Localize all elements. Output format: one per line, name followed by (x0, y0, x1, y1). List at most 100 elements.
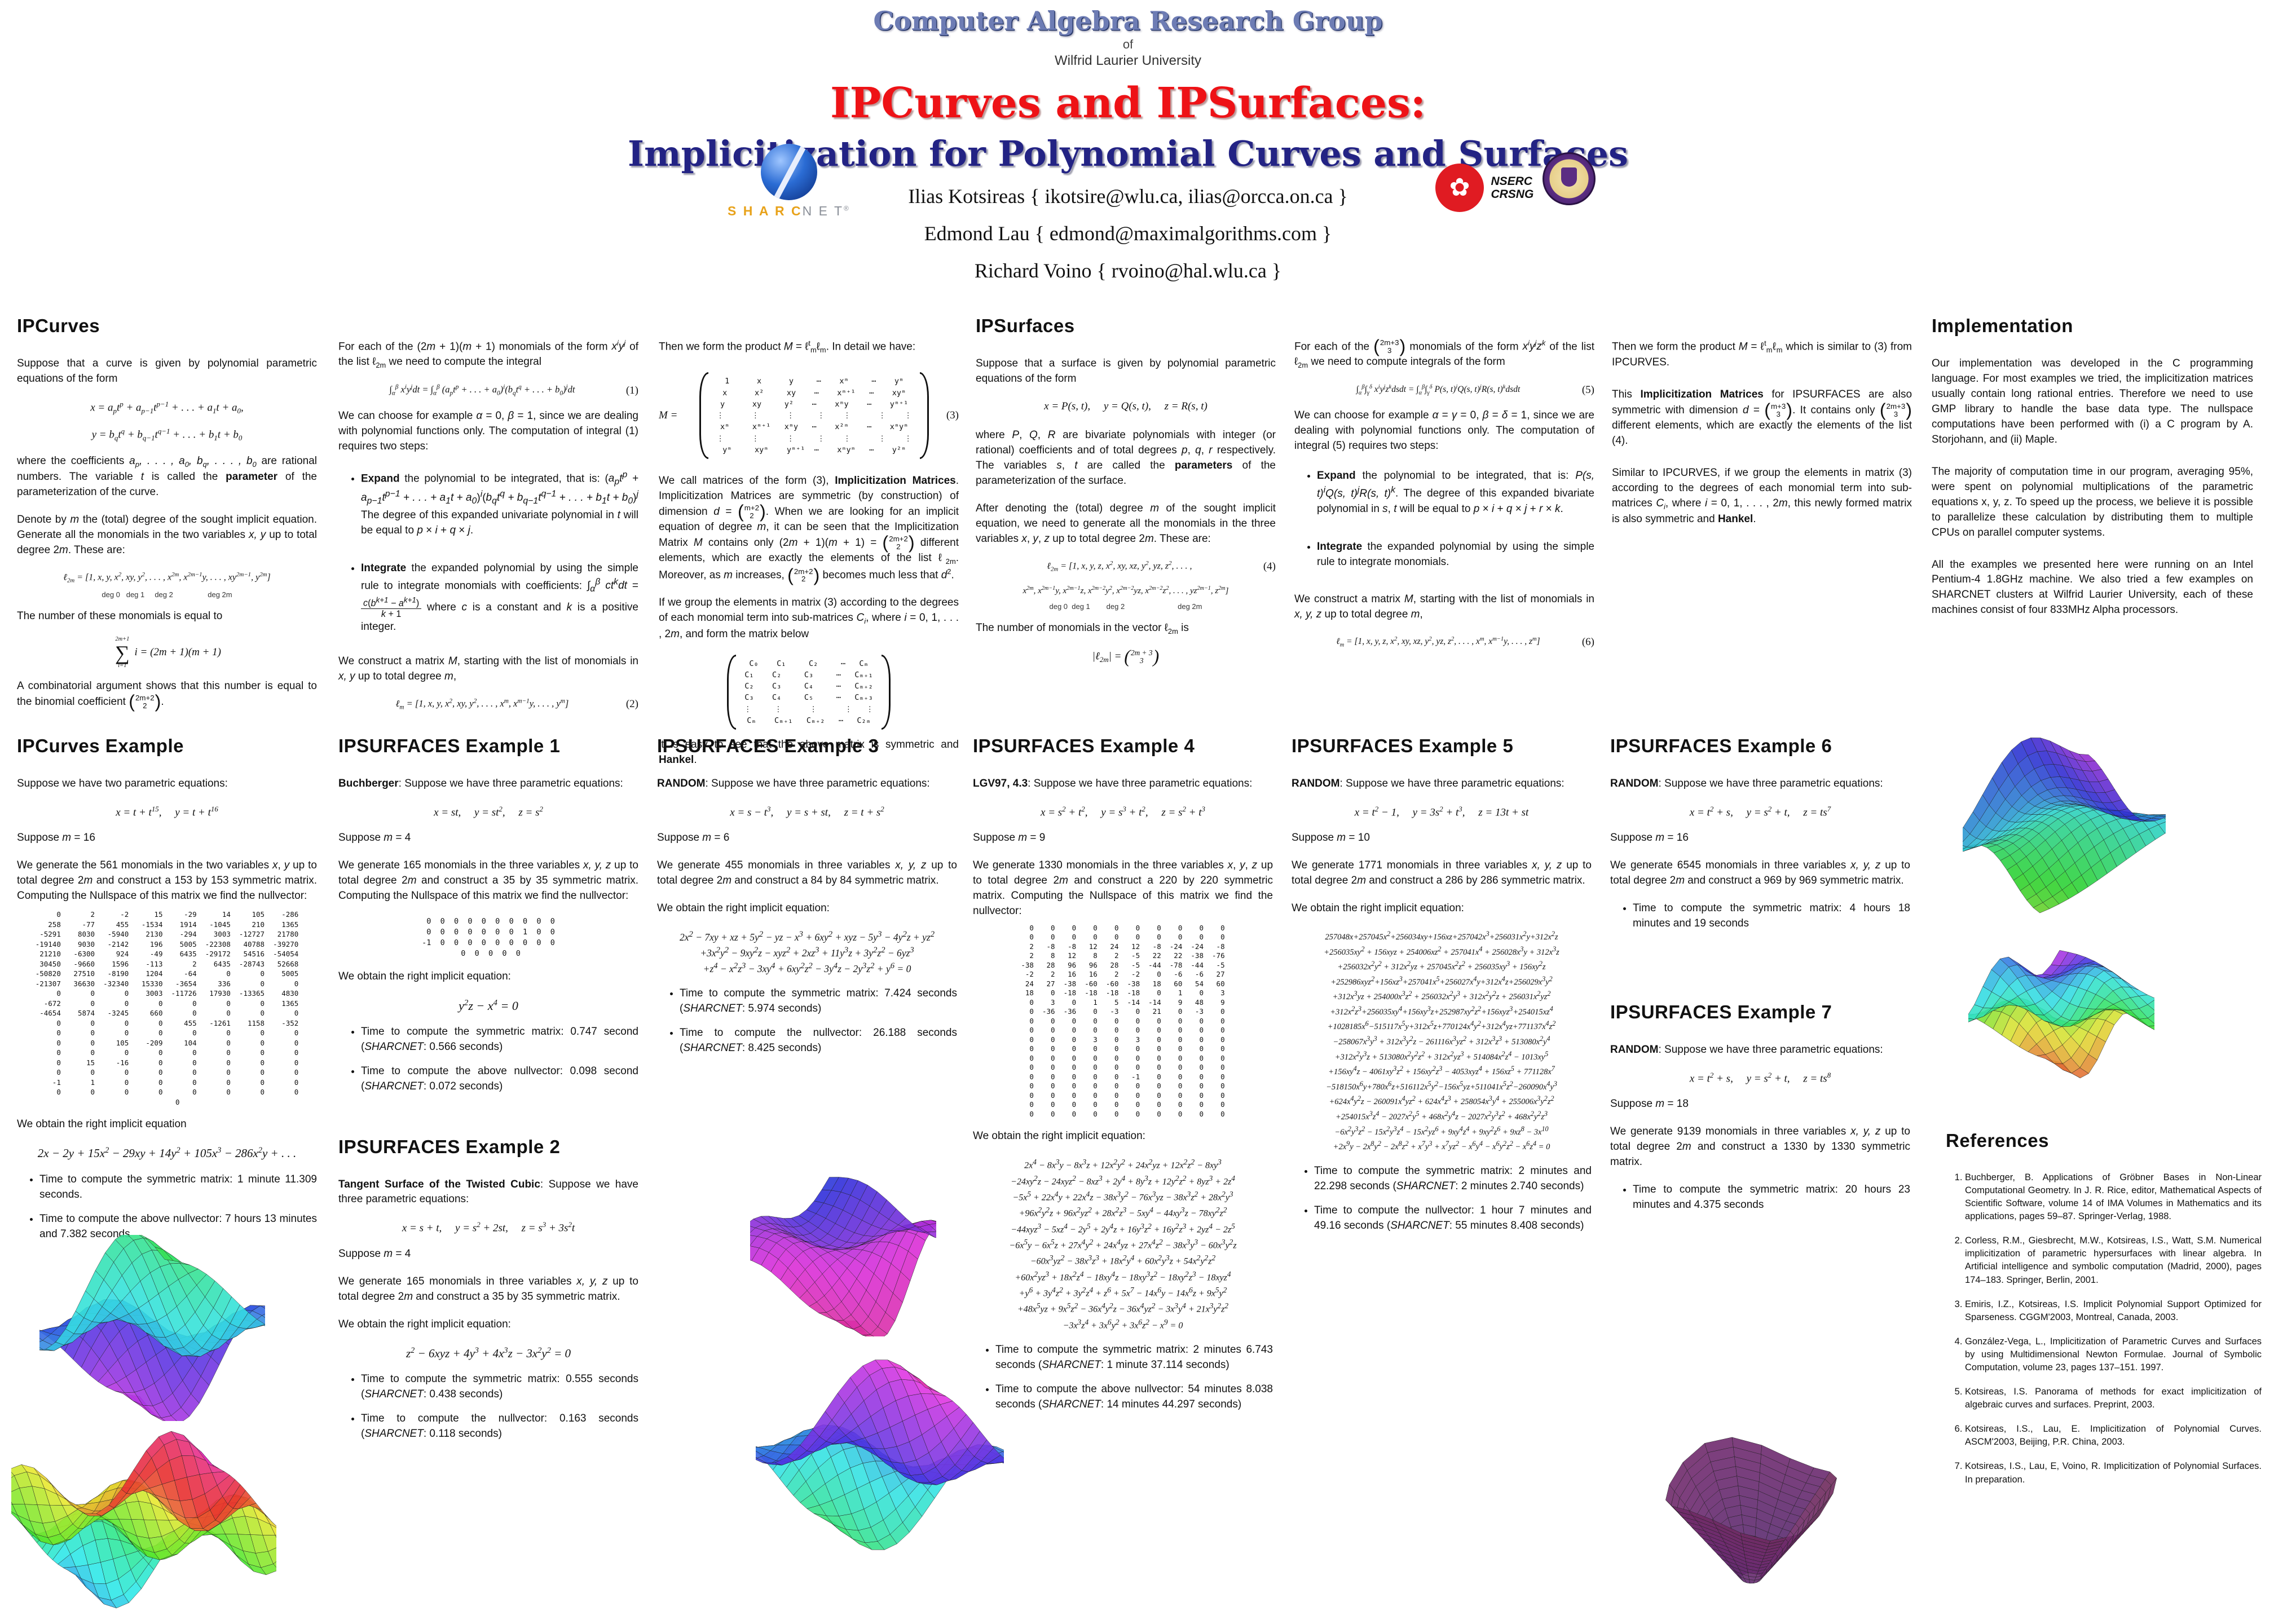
reference-list: Buchberger, B. Applications of Gröbner B… (1946, 1171, 2262, 1486)
equation-5: ∫αβ∫γδ xiyjzkdsdt = ∫αβ∫γδ P(s, t)iQ(s, … (1356, 384, 1521, 396)
paragraph: We call matrices of the form (3), Implic… (659, 475, 959, 585)
surface-plot-example3-1 (750, 1177, 936, 1336)
paragraph: Suppose m = 4 (338, 832, 411, 844)
section-title-ipsurfaces: IPSurfaces (976, 315, 1075, 336)
paragraph: We obtain the right implicit equation: (1292, 902, 1464, 915)
reference-item: González-Vega, L., Implicitization of Pa… (1965, 1335, 2262, 1374)
equation-row: ℓm = [1, x, y, x2, xy, y2, . . . , xm, x… (338, 697, 638, 712)
surface-plot-ipcurves-1 (39, 1235, 265, 1421)
equation-row: ∫αβ∫γδ xiyjzkdsdt = ∫αβ∫γδ P(s, t)iQ(s, … (1294, 383, 1594, 398)
paragraph: A combinatorial argument shows that this… (17, 680, 317, 712)
equation: x = st, y = st2, z = s2 (434, 804, 543, 819)
surface-plot-right-2 (1968, 950, 2154, 1079)
wlu-crest-logo (1543, 152, 1596, 205)
column-ipcurves-3: Then we form the product M = ℓtmℓm. In d… (659, 338, 959, 780)
timing-item: Time to compute the symmetric matrix: 0.… (361, 1025, 638, 1055)
paragraph: Suppose m = 9 (973, 832, 1046, 844)
paragraph: We obtain the right implicit equation: (657, 902, 830, 915)
surface-plot-ipcurves-2 (11, 1431, 276, 1609)
paragraph: We obtain the right implicit equation: (338, 970, 511, 982)
equation-4b: x2m, x2m−1y, x2m−1z, x2m−2y2, x2m−2yz, x… (1023, 585, 1229, 595)
paragraph: Buchberger: Suppose we have three parame… (338, 777, 623, 789)
of-label: of (1122, 37, 1134, 51)
section-title-example-6: IPSURFACES Example 6 (1610, 735, 1832, 756)
timing-item: Time to compute the symmetric matrix: 1 … (39, 1172, 317, 1203)
poster-title-line2: Implicitization for Polynomial Curves an… (628, 133, 1628, 174)
timing-item: Time to compute the symmetric matrix: 0.… (361, 1372, 638, 1402)
paragraph: Suppose that a curve is given by polynom… (17, 357, 317, 385)
implicit-equation: 2x4 − 8x3y − 8x3z + 12x2y2 + 24x2yz + 12… (1009, 1158, 1237, 1331)
reference-item: Kotsireas, I.S., Lau, E, Voino, R. Impli… (1965, 1460, 2262, 1486)
timing-list: Time to compute the symmetric matrix: 1 … (17, 1172, 317, 1242)
equation-1: ∫αβ xiyjdt = ∫αβ (aptp + . . . + a0)i(bq… (389, 383, 575, 397)
section-title-references: References (1946, 1130, 2049, 1151)
sharcnet-sphere-icon (760, 144, 817, 200)
matrix-3-row: M = 1 x y ⋯ xᵐ ⋯ yᵐ x x² xy ⋯ xᵐ⁺¹ ⋯ xyᵐ… (659, 368, 959, 464)
equation: x = s + t, y = s2 + 2st, z = s3 + 3s2t (402, 1220, 575, 1234)
left-paren (699, 372, 709, 460)
sum-rhs: i = (2m + 1)(m + 1) (134, 646, 221, 658)
timing-item: Time to compute the nullvector: 26.188 s… (680, 1026, 957, 1056)
section-title-ipcurves-example: IPCurves Example (17, 735, 184, 756)
equation: x = t2 − 1, y = 3s2 + t3, z = 13t + st (1354, 804, 1529, 819)
nserc-leaf-icon: ✿ (1435, 164, 1484, 212)
timing-item: Time to compute the nullvector: 0.163 se… (361, 1411, 638, 1442)
paragraph: We generate 1330 monomials in the three … (973, 859, 1273, 917)
paragraph: Suppose m = 16 (17, 832, 95, 844)
list-item-integrate: Integrate the expanded polynomial by usi… (361, 561, 638, 635)
surface-plot-example3-2 (756, 1360, 1004, 1550)
timing-item: Time to compute the symmetric matrix: 2 … (1314, 1164, 1592, 1194)
column-implementation: Implementation Our implementation was de… (1932, 313, 2253, 630)
matrix-entries: C₀ C₁ C₂ ⋯ Cₘ C₁ C₂ C₃ ⋯ Cₘ₊₁ C₂ C₃ C₄ ⋯… (743, 659, 874, 725)
equation-sum: 2m+1 ∑ i=1 i = (2m + 1)(m + 1) (17, 636, 317, 669)
equation: x = aptp + ap−1tp−1 + . . . + a1t + a0, (90, 399, 244, 415)
paragraph: Tangent Surface of the Twisted Cubic: Su… (338, 1178, 638, 1206)
equation-number: (5) (1581, 384, 1594, 396)
paragraph: Similar to IPCURVES, if we group the ele… (1612, 467, 1912, 526)
paragraph: The number of monomials in the vector ℓ2… (976, 622, 1189, 636)
column-references: References Buchberger, B. Applications o… (1946, 1128, 2262, 1498)
section-title-example-4: IPSURFACES Example 4 (973, 735, 1195, 756)
paragraph: For each of the (2m+3 3) monomials of the… (1294, 336, 1594, 370)
sigma-symbol: ∑ (115, 641, 130, 664)
paragraph: The majority of computation time in our … (1932, 465, 2253, 539)
paragraph: RANDOM: Suppose we have three parametric… (1610, 777, 1883, 789)
paragraph: After denoting the (total) degree m of t… (976, 502, 1276, 545)
paragraph: We can choose for example α = γ = 0, β =… (1294, 409, 1594, 452)
paragraph: where P, Q, R are bivariate polynomials … (976, 429, 1276, 487)
surface-plot-right-1 (1963, 738, 2166, 914)
paragraph: RANDOM: Suppose we have three parametric… (1610, 1043, 1883, 1056)
research-group-name: Computer Algebra Research Group (873, 6, 1383, 36)
reference-item: Corless, R.M., Giesbrecht, M.W., Kotsire… (1965, 1234, 2262, 1286)
steps-list: Expand the polynomial to be integrated, … (338, 469, 638, 635)
equation-number: (4) (1263, 560, 1276, 572)
nserc-wordmark: NSERC CRSNG (1491, 175, 1533, 201)
list-item-expand: Expand the polynomial to be integrated, … (361, 469, 638, 539)
implicit-equation: 257048x+257045x2+256034xy+156xz+257042x3… (1324, 930, 1559, 1151)
nullvector-values: 0 0 0 0 0 0 0 0 0 0 0 0 0 0 0 0 0 0 0 0 … (1021, 923, 1225, 1118)
paragraph: We generate 9139 monomials in three vari… (1610, 1126, 1910, 1168)
university-crest-icon (1543, 152, 1596, 205)
reference-item: Emiris, I.Z., Kotsireas, I.S. Implicit P… (1965, 1298, 2262, 1324)
section-title-example-2: IPSURFACES Example 2 (338, 1136, 561, 1157)
section-title-example-3: IPSURFACES Example 3 (657, 735, 879, 756)
paragraph: We generate 165 monomials in the three v… (338, 859, 638, 902)
paragraph: We can choose for example α = 0, β = 1, … (338, 409, 639, 452)
timing-item: Time to compute the symmetric matrix: 7.… (680, 986, 957, 1017)
paragraph: We generate 1771 monomials in three vari… (1292, 859, 1592, 887)
paragraph: where the coefficients ap, . . . , a0, b… (17, 454, 318, 498)
equation: x = t + t15, y = t + t16 (116, 804, 218, 819)
section-title-ipcurves: IPCurves (17, 315, 100, 336)
sharcnet-reg-mark: ® (844, 204, 850, 213)
steps-list: Expand the polynomial to be integrated, … (1294, 469, 1594, 570)
timing-item: Time to compute the above nullvector: 7 … (39, 1212, 317, 1242)
paragraph: All the examples we presented here were … (1932, 558, 2253, 616)
timing-list: Time to compute the symmetric matrix: 4 … (1610, 901, 1910, 932)
hankel-matrix: C₀ C₁ C₂ ⋯ Cₘ C₁ C₂ C₃ ⋯ Cₘ₊₁ C₂ C₃ C₄ ⋯… (659, 654, 959, 730)
column-ipsurfaces-3: Then we form the product M = ℓtmℓm which… (1612, 338, 1912, 540)
timing-item: Time to compute the symmetric matrix: 2 … (995, 1343, 1273, 1373)
degree-labels: deg 0 deg 1 deg 2 deg 2m (1049, 602, 1202, 611)
timing-list: Time to compute the symmetric matrix: 0.… (338, 1025, 638, 1095)
column-example-4: IPSURFACES Example 4 LGV97, 4.3: Suppose… (973, 733, 1273, 1422)
section-title-example-7: IPSURFACES Example 7 (1610, 1001, 1832, 1022)
